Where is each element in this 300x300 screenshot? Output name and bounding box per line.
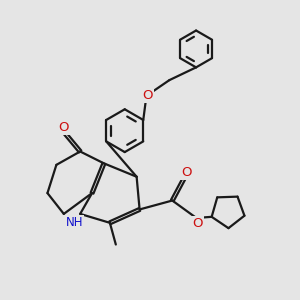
Text: O: O bbox=[192, 217, 203, 230]
Text: O: O bbox=[181, 166, 192, 179]
Text: O: O bbox=[142, 88, 153, 101]
Text: NH: NH bbox=[65, 216, 83, 229]
Text: O: O bbox=[58, 121, 69, 134]
